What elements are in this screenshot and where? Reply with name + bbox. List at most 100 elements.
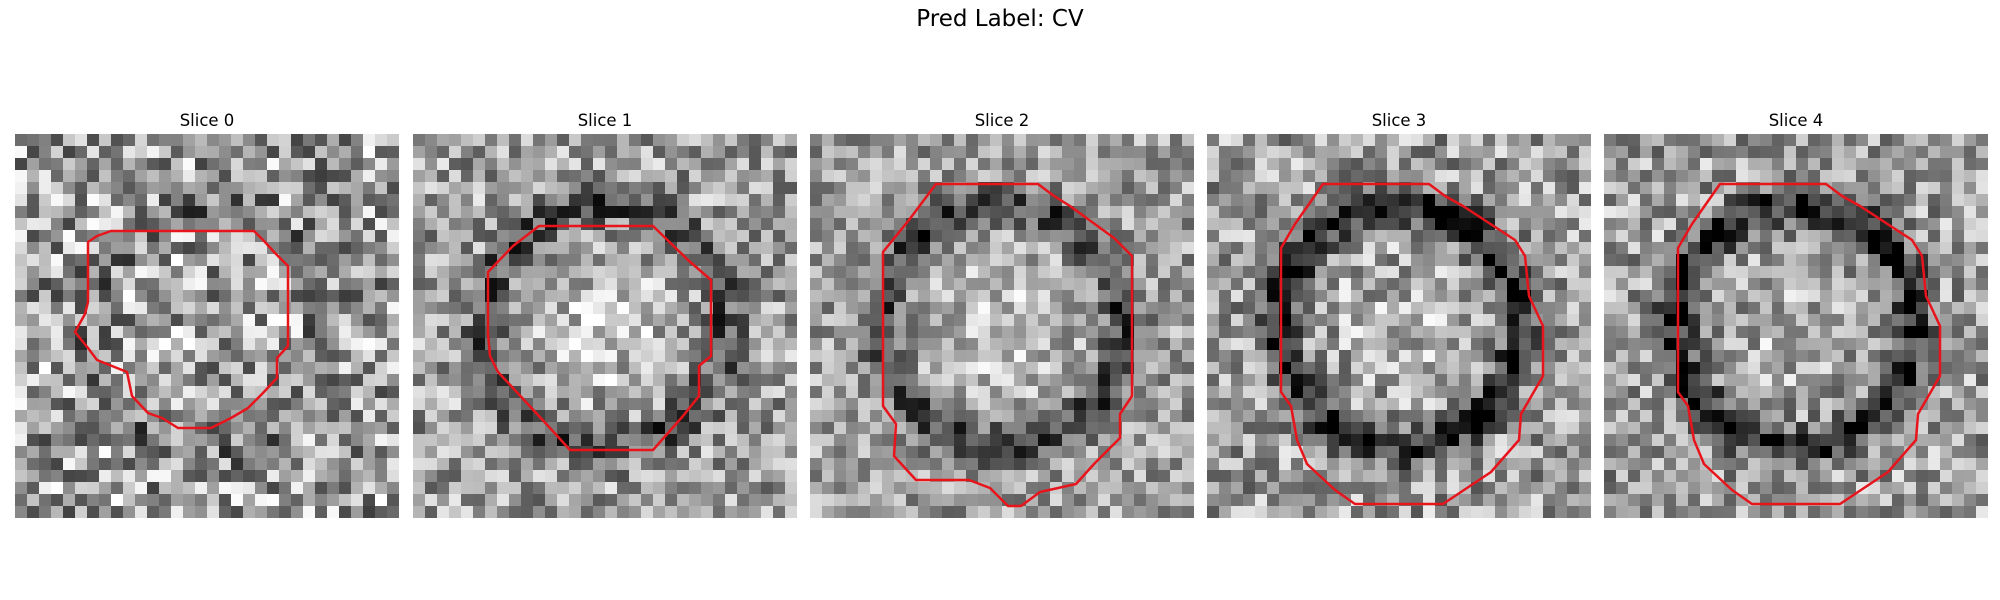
pixel-cell bbox=[593, 350, 606, 363]
pixel-cell bbox=[1652, 230, 1665, 243]
pixel-cell bbox=[425, 374, 438, 387]
pixel-cell bbox=[1604, 230, 1617, 243]
pixel-cell bbox=[1303, 146, 1316, 159]
pixel-cell bbox=[689, 422, 702, 435]
pixel-cell bbox=[291, 134, 304, 147]
pixel-cell bbox=[954, 218, 967, 231]
pixel-cell bbox=[1700, 362, 1713, 375]
pixel-cell bbox=[677, 326, 690, 339]
pixel-cell bbox=[689, 242, 702, 255]
pixel-cell bbox=[1014, 398, 1027, 411]
pixel-cell bbox=[243, 314, 256, 327]
pixel-cell bbox=[1399, 374, 1412, 387]
pixel-cell bbox=[689, 278, 702, 291]
pixel-cell bbox=[387, 218, 399, 231]
pixel-cell bbox=[1303, 170, 1316, 183]
pixel-cell bbox=[906, 206, 919, 219]
pixel-cell bbox=[1736, 158, 1749, 171]
pixel-cell bbox=[449, 422, 462, 435]
pixel-cell bbox=[954, 146, 967, 159]
pixel-cell bbox=[1772, 410, 1785, 423]
pixel-cell bbox=[111, 242, 124, 255]
pixel-cell bbox=[159, 482, 172, 495]
pixel-cell bbox=[449, 350, 462, 363]
pixel-cell bbox=[978, 338, 991, 351]
pixel-cell bbox=[1375, 206, 1388, 219]
pixel-cell bbox=[1170, 338, 1183, 351]
pixel-cell bbox=[267, 446, 280, 459]
pixel-cell bbox=[1435, 302, 1448, 315]
pixel-cell bbox=[135, 506, 148, 518]
pixel-cell bbox=[1495, 278, 1508, 291]
pixel-cell bbox=[123, 470, 136, 483]
pixel-cell bbox=[822, 374, 835, 387]
pixel-cell bbox=[665, 254, 678, 267]
pixel-cell bbox=[1495, 434, 1508, 447]
pixel-cell bbox=[1303, 434, 1316, 447]
pixel-cell bbox=[641, 170, 654, 183]
pixel-cell bbox=[677, 374, 690, 387]
pixel-cell bbox=[387, 434, 399, 447]
pixel-cell bbox=[437, 242, 450, 255]
pixel-cell bbox=[1567, 482, 1580, 495]
pixel-cell bbox=[159, 278, 172, 291]
pixel-cell bbox=[135, 194, 148, 207]
pixel-cell bbox=[339, 170, 352, 183]
pixel-cell bbox=[1820, 146, 1833, 159]
pixel-cell bbox=[882, 350, 895, 363]
pixel-cell bbox=[533, 338, 546, 351]
pixel-cell bbox=[930, 170, 943, 183]
pixel-cell bbox=[1616, 182, 1629, 195]
pixel-cell bbox=[99, 266, 112, 279]
pixel-cell bbox=[1170, 482, 1183, 495]
pixel-cell bbox=[1495, 350, 1508, 363]
pixel-cell bbox=[1832, 146, 1845, 159]
pixel-cell bbox=[147, 458, 160, 471]
pixel-cell bbox=[1772, 218, 1785, 231]
pixel-cell bbox=[858, 398, 871, 411]
pixel-cell bbox=[990, 506, 1003, 518]
pixel-cell bbox=[159, 254, 172, 267]
pixel-cell bbox=[557, 242, 570, 255]
pixel-cell bbox=[1231, 194, 1244, 207]
pixel-cell bbox=[1158, 398, 1171, 411]
pixel-cell bbox=[1146, 374, 1159, 387]
pixel-cell bbox=[1844, 374, 1857, 387]
pixel-cell bbox=[1964, 230, 1977, 243]
pixel-cell bbox=[1904, 230, 1917, 243]
pixel-cell bbox=[1219, 206, 1232, 219]
pixel-cell bbox=[135, 218, 148, 231]
pixel-cell bbox=[882, 338, 895, 351]
pixel-cell bbox=[183, 434, 196, 447]
pixel-cell bbox=[1832, 170, 1845, 183]
pixel-cell bbox=[1315, 302, 1328, 315]
pixel-cell bbox=[593, 134, 606, 147]
pixel-cell bbox=[1399, 194, 1412, 207]
pixel-cell bbox=[231, 494, 244, 507]
pixel-cell bbox=[171, 482, 184, 495]
pixel-cell bbox=[1808, 350, 1821, 363]
pixel-cell bbox=[1459, 134, 1472, 147]
pixel-cell bbox=[195, 314, 208, 327]
pixel-cell bbox=[1940, 146, 1953, 159]
pixel-cell bbox=[1700, 254, 1713, 267]
pixel-cell bbox=[1086, 194, 1099, 207]
pixel-cell bbox=[882, 278, 895, 291]
pixel-cell bbox=[617, 506, 630, 518]
pixel-cell bbox=[63, 182, 76, 195]
pixel-cell bbox=[713, 434, 726, 447]
pixel-cell bbox=[918, 446, 931, 459]
pixel-cell bbox=[1339, 458, 1352, 471]
pixel-cell bbox=[39, 194, 52, 207]
pixel-cell bbox=[1026, 170, 1039, 183]
pixel-cell bbox=[1676, 158, 1689, 171]
pixel-cell bbox=[1892, 386, 1905, 399]
pixel-cell bbox=[1026, 218, 1039, 231]
pixel-cell bbox=[1110, 266, 1123, 279]
pixel-cell bbox=[1724, 170, 1737, 183]
pixel-cell bbox=[978, 422, 991, 435]
pixel-cell bbox=[1808, 170, 1821, 183]
pixel-cell bbox=[1315, 314, 1328, 327]
pixel-cell bbox=[1856, 350, 1869, 363]
pixel-cell bbox=[1952, 398, 1965, 411]
